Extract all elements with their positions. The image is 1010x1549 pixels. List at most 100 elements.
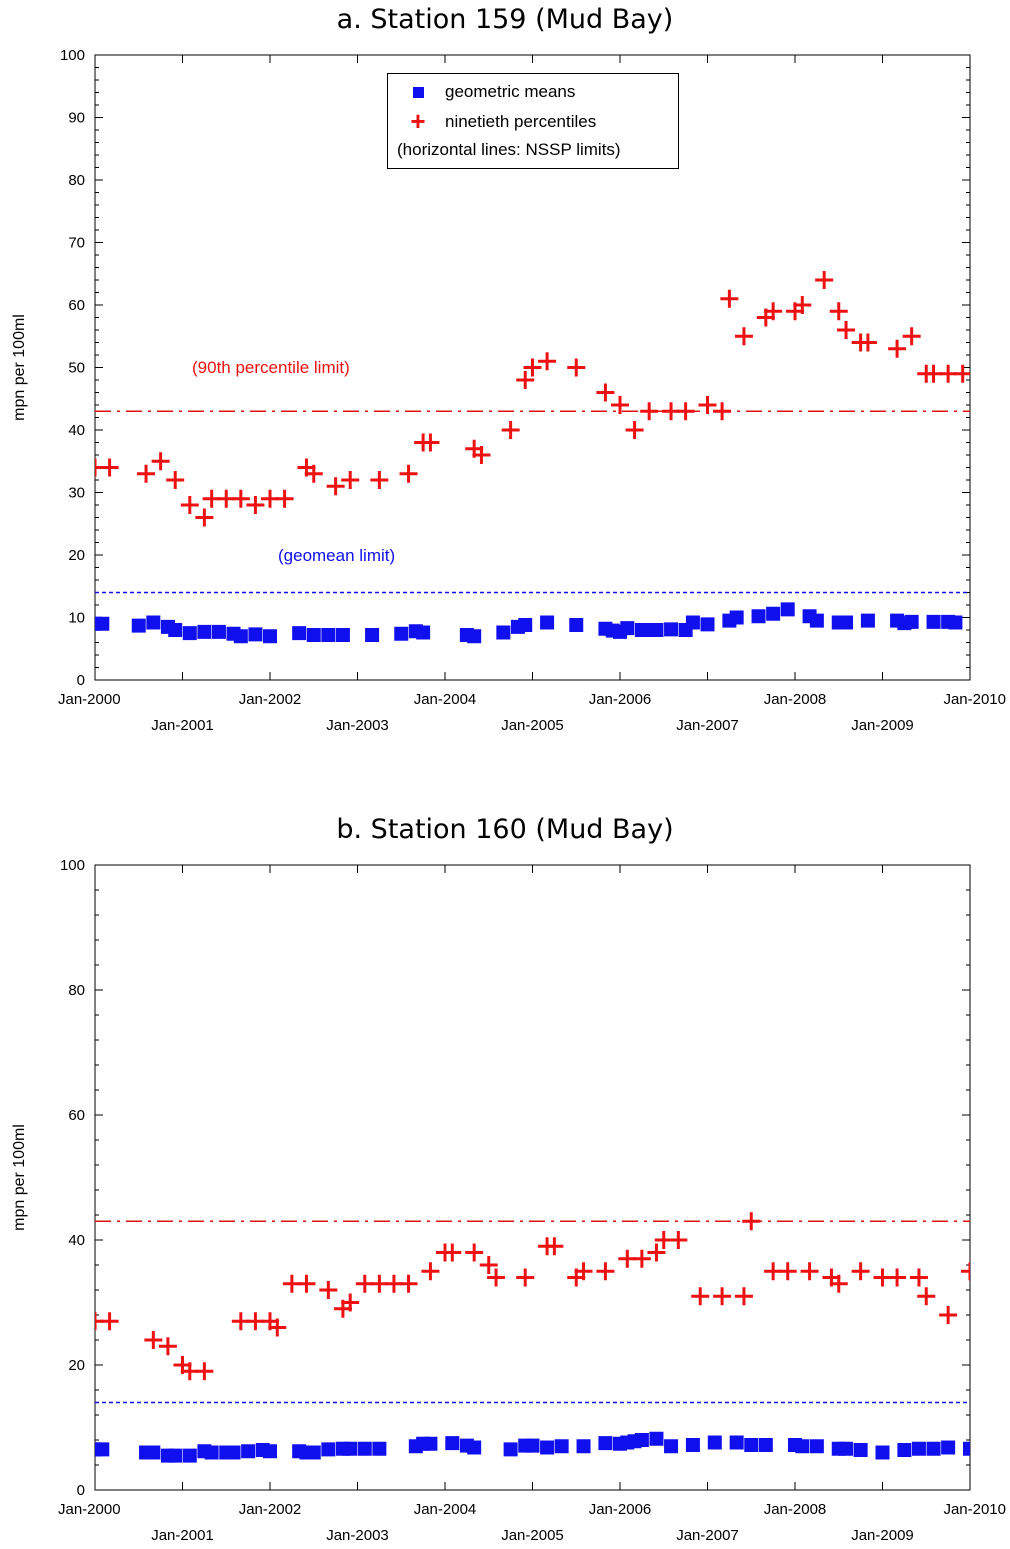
y-tick-label: 70 [68,235,85,252]
geomean-point [926,1441,941,1456]
geomean-point [197,624,212,639]
geomean-point [970,1442,984,1456]
geomean-point [860,613,875,628]
percentile-point [195,1362,214,1381]
chart-panel-a: a. Station 159 (Mud Bay) 0 10 20 30 40 50 60 70… [11,4,1006,734]
chart-b-plot: 0 20 40 60 80 100 Jan-2000 Jan-2001 Jan-2002 Jan-… [11,857,1010,1544]
percentile-point [596,383,615,402]
data-marks [95,271,992,644]
geomean-point [897,1443,912,1457]
y-axis-label: mpn per 100ml [11,314,28,421]
percentile-point [326,477,345,496]
geomean-point [496,625,511,640]
percentile-point [180,496,199,514]
x-tick-label: Jan-2000 [58,1501,121,1518]
percentile-point [888,339,907,358]
y-tick-label: 60 [68,1107,85,1124]
x-tick-label: Jan-2010 [943,691,1006,708]
percentile-point [815,271,834,289]
geomean-point [95,616,110,631]
geomean-point [941,1440,956,1455]
x-tick-label: Jan-2003 [326,717,389,734]
percentile-point [793,296,812,314]
percentile-point [275,489,294,508]
geomean-point [372,1441,387,1456]
geomean-point [700,617,715,632]
geomean-point [467,1440,482,1455]
geomean-point [766,606,781,621]
geomean-point [292,626,307,641]
percentile-point [851,1262,870,1281]
x-tick-label: Jan-2010 [943,1501,1006,1518]
x-tick-label: Jan-2008 [764,691,827,708]
geomean-point [620,621,635,636]
y-tick-label: 20 [68,547,85,564]
geomean-point [467,629,482,644]
geomean-point [978,617,992,631]
percentile-point [837,321,856,339]
plus-marker-icon: + [410,106,426,136]
percentile-point [158,1337,177,1356]
geomean-point [685,1438,700,1452]
percentile-point [713,402,732,421]
percentile-point [829,302,848,321]
x-tick-label: Jan-2003 [326,1527,389,1544]
geomean-point [758,1438,773,1452]
percentile-point [691,1287,710,1306]
geomean-point [664,1439,679,1454]
y-tick-label: 50 [68,360,85,377]
geomean-point [525,1438,540,1453]
geomean-point [664,622,679,637]
geomean-point [540,615,555,630]
percentile-point [421,1262,440,1281]
percentile-point [596,1262,615,1281]
y-tick-label: 60 [68,297,85,314]
geomean-point [357,1441,372,1456]
percentile-point [720,289,739,308]
geomean-point [926,614,941,629]
percentile-point [800,1262,819,1281]
geomean-point [729,610,744,625]
geomean-point [751,609,766,624]
geomean-point [649,1431,664,1446]
y-tick-label: 80 [68,172,85,189]
percentile-point [341,1293,360,1312]
percentile-point [888,1268,907,1287]
geomean-point [416,625,431,640]
y-tick-label: 90 [68,110,85,127]
geomean-point [233,629,248,644]
percentile-point [319,1281,338,1299]
percentile-point [734,327,753,346]
geomean-limit-label: (geomean limit) [278,546,396,565]
percentile-point [997,1262,1010,1280]
percentile-point [166,471,185,489]
percentile-point [917,1287,936,1306]
y-tick-label: 40 [68,1232,85,1249]
x-tick-label: Jan-2000 [58,691,121,708]
geomean-point [335,628,350,642]
geomean-point [685,615,700,630]
percentile-point [567,358,586,377]
percentile-point [953,364,970,383]
percentile-point [501,421,520,439]
percentile-point [399,464,418,483]
x-tick-label: Jan-2004 [414,691,477,708]
percentile-point [479,1256,498,1274]
percentile-point [640,402,659,421]
legend-item-ninetieth-percentiles: + ninetieth percentiles [388,106,678,136]
x-tick-label: Jan-2001 [151,717,214,734]
geomean-point [780,602,795,617]
percentile-point [669,1231,688,1249]
geomean-point [445,1436,460,1451]
percentile-point [100,458,119,477]
y-tick-label: 10 [68,610,85,627]
x-tick-label: Jan-2006 [589,691,652,708]
plot-frame [94,864,971,1491]
geomean-point [569,618,584,632]
percentile-point [625,421,644,439]
y-tick-label: 0 [77,1482,85,1499]
geomean-point [598,1436,613,1451]
percentile-point [151,452,170,471]
geomean-point [948,615,963,630]
legend-item-geometric-means: geometric means [388,80,678,104]
